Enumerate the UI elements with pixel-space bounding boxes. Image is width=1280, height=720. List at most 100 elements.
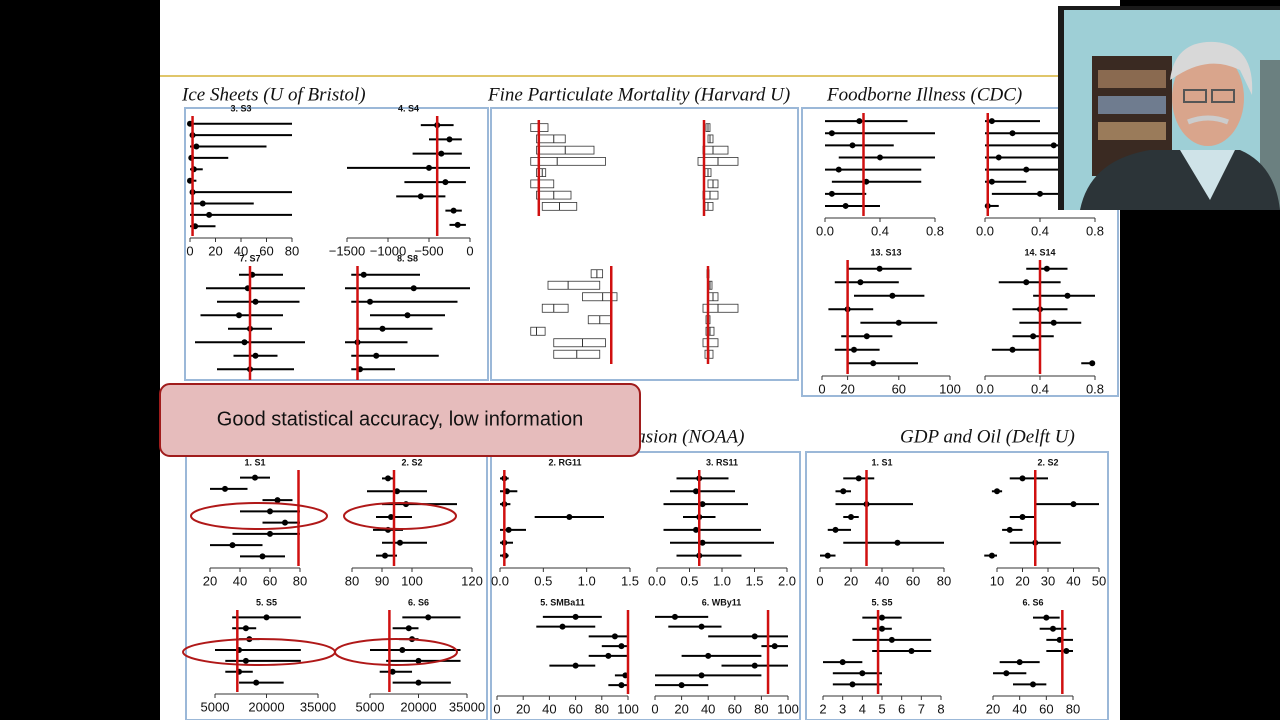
point [1016, 659, 1023, 666]
tick-label: 0.0 [491, 573, 509, 588]
point [693, 526, 699, 533]
tick-label: 20 [986, 701, 1000, 716]
point [505, 526, 512, 533]
tick-label: 90 [375, 573, 389, 588]
plot-title: 5. S5 [871, 597, 892, 607]
tick-label: 35000 [449, 699, 485, 714]
tick-label: 60 [263, 573, 277, 588]
tick-label: 40 [233, 573, 247, 588]
point [417, 193, 424, 200]
point [908, 648, 915, 654]
tick-label: 40 [234, 243, 248, 258]
point [399, 647, 406, 653]
point [1019, 514, 1026, 520]
plot-title: 1. S1 [871, 457, 892, 467]
box [547, 280, 601, 290]
plot-title: 2. RG11 [548, 457, 581, 467]
point [199, 200, 206, 207]
point [995, 154, 1002, 161]
tick-label: 20000 [400, 699, 436, 714]
point [282, 519, 288, 526]
tick-label: 35000 [300, 699, 336, 714]
tick-label: 0.5 [534, 573, 552, 588]
tick-label: 100 [939, 381, 961, 396]
tick-label: 100 [777, 701, 799, 716]
point [988, 552, 995, 559]
tick-label: −1000 [370, 243, 407, 258]
point [699, 501, 706, 508]
tick-label: 40 [1012, 701, 1026, 716]
plot-title: 8. S8 [397, 253, 418, 263]
point [1006, 526, 1013, 533]
tick-label: 0 [816, 573, 823, 588]
plot-title: 6. S6 [408, 597, 429, 607]
tick-label: 20 [844, 573, 858, 588]
point [242, 657, 249, 664]
point [889, 292, 896, 299]
point [1023, 279, 1030, 286]
highlight-ellipses [182, 502, 458, 666]
tick-label: 0.4 [871, 223, 889, 238]
point [1019, 475, 1026, 482]
plot-title: 1. S1 [244, 457, 265, 467]
point [857, 279, 864, 286]
tick-label: 10 [990, 573, 1004, 588]
tick-label: 6 [898, 701, 905, 716]
tick-label: 0.4 [1031, 223, 1049, 238]
point [888, 636, 895, 643]
point [877, 154, 883, 161]
point [252, 352, 259, 359]
tick-label: 100 [617, 701, 639, 716]
point [367, 298, 373, 305]
point [842, 202, 849, 209]
box [530, 157, 606, 166]
point [1030, 681, 1036, 688]
box [536, 168, 547, 177]
point [618, 682, 625, 689]
point [438, 150, 445, 157]
plot-title: 13. S13 [870, 247, 901, 257]
point [253, 679, 260, 686]
point [360, 271, 367, 278]
point [879, 614, 885, 621]
tick-label: 40 [1066, 573, 1080, 588]
point [895, 319, 902, 326]
panel-title: Foodborne Illness (CDC) [826, 84, 1022, 105]
tick-label: 0.0 [976, 381, 994, 396]
point [267, 508, 273, 515]
tick-label: 80 [345, 573, 359, 588]
tick-label: 60 [568, 701, 582, 716]
tick-label: 1.0 [578, 573, 596, 588]
point [698, 623, 705, 630]
point [848, 514, 854, 520]
point [442, 179, 449, 186]
plot-title: 14. S14 [1024, 247, 1055, 257]
point [236, 312, 242, 319]
tick-label: 100 [401, 573, 423, 588]
tick-label: 40 [542, 701, 556, 716]
point [879, 625, 885, 632]
tick-label: 50 [1092, 573, 1106, 588]
point [241, 339, 248, 346]
tick-label: 2 [819, 701, 826, 716]
point [572, 662, 579, 669]
tick-label: 80 [937, 573, 951, 588]
point [572, 613, 579, 620]
tick-label: 20 [840, 381, 854, 396]
point [259, 553, 266, 560]
tick-label: 8 [937, 701, 944, 716]
point [828, 130, 835, 137]
point [1089, 360, 1096, 367]
tick-label: 40 [701, 701, 715, 716]
point [388, 514, 394, 520]
tick-label: 30 [1041, 573, 1055, 588]
point [832, 526, 839, 533]
tick-label: 5 [878, 701, 885, 716]
point [988, 118, 995, 125]
plot-title: 3. S3 [230, 103, 251, 113]
tick-label: 20 [674, 701, 688, 716]
point [559, 623, 566, 630]
point [618, 643, 625, 650]
